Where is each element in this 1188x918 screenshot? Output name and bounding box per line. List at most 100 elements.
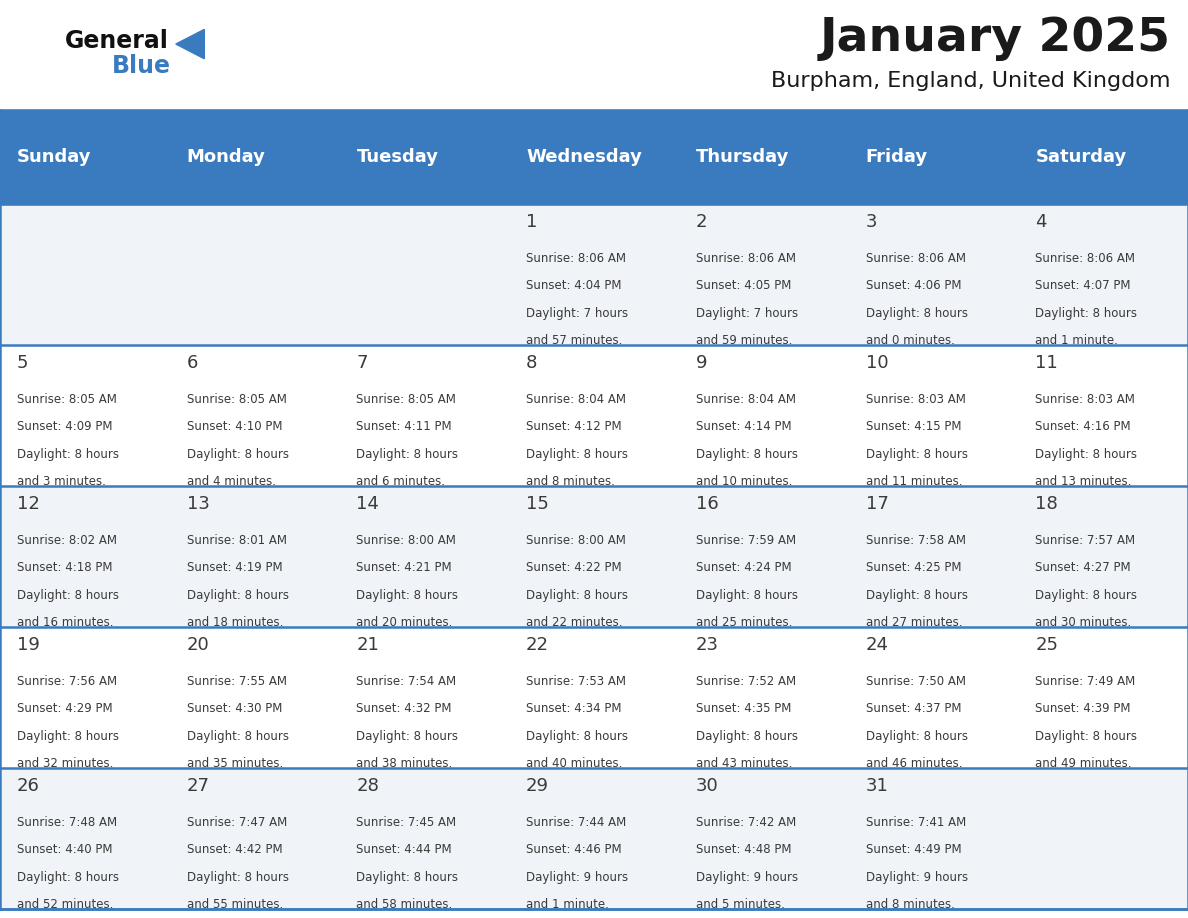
- Text: 11: 11: [1035, 354, 1059, 372]
- Text: and 58 minutes.: and 58 minutes.: [356, 898, 453, 912]
- Text: Sunset: 4:07 PM: Sunset: 4:07 PM: [1035, 279, 1131, 293]
- Text: Sunset: 4:19 PM: Sunset: 4:19 PM: [187, 561, 283, 575]
- Text: Sunrise: 7:41 AM: Sunrise: 7:41 AM: [866, 815, 966, 829]
- Text: General: General: [65, 29, 169, 53]
- Text: Daylight: 8 hours: Daylight: 8 hours: [356, 870, 459, 884]
- Text: Daylight: 8 hours: Daylight: 8 hours: [356, 448, 459, 461]
- Text: 15: 15: [526, 495, 549, 513]
- Text: Thursday: Thursday: [696, 148, 789, 166]
- Text: and 55 minutes.: and 55 minutes.: [187, 898, 283, 912]
- Text: Sunset: 4:29 PM: Sunset: 4:29 PM: [17, 702, 113, 715]
- Text: Sunrise: 7:56 AM: Sunrise: 7:56 AM: [17, 675, 118, 688]
- Bar: [0, 767, 1188, 909]
- Text: Daylight: 8 hours: Daylight: 8 hours: [526, 588, 628, 602]
- Text: 26: 26: [17, 777, 40, 795]
- Text: Wednesday: Wednesday: [526, 148, 642, 166]
- Text: Daylight: 7 hours: Daylight: 7 hours: [696, 307, 798, 320]
- Text: Daylight: 8 hours: Daylight: 8 hours: [187, 588, 289, 602]
- Text: Daylight: 8 hours: Daylight: 8 hours: [1035, 730, 1137, 743]
- Text: Sunset: 4:24 PM: Sunset: 4:24 PM: [696, 561, 791, 575]
- Text: Daylight: 9 hours: Daylight: 9 hours: [866, 870, 968, 884]
- Text: Sunrise: 7:57 AM: Sunrise: 7:57 AM: [1035, 533, 1136, 547]
- Text: Sunrise: 8:06 AM: Sunrise: 8:06 AM: [866, 252, 966, 265]
- Text: Burpham, England, United Kingdom: Burpham, England, United Kingdom: [771, 71, 1170, 91]
- Text: Daylight: 8 hours: Daylight: 8 hours: [866, 730, 967, 743]
- Text: 14: 14: [356, 495, 379, 513]
- Text: Daylight: 8 hours: Daylight: 8 hours: [17, 730, 119, 743]
- Text: Daylight: 8 hours: Daylight: 8 hours: [526, 730, 628, 743]
- Text: and 57 minutes.: and 57 minutes.: [526, 334, 623, 348]
- Text: Daylight: 8 hours: Daylight: 8 hours: [1035, 448, 1137, 461]
- Text: 25: 25: [1035, 636, 1059, 655]
- Text: Daylight: 8 hours: Daylight: 8 hours: [866, 588, 967, 602]
- Text: Sunset: 4:12 PM: Sunset: 4:12 PM: [526, 420, 621, 433]
- Text: Sunrise: 8:00 AM: Sunrise: 8:00 AM: [356, 533, 456, 547]
- Text: and 22 minutes.: and 22 minutes.: [526, 616, 623, 630]
- Text: 31: 31: [866, 777, 889, 795]
- Text: Daylight: 8 hours: Daylight: 8 hours: [17, 870, 119, 884]
- Text: and 35 minutes.: and 35 minutes.: [187, 757, 283, 770]
- Text: and 10 minutes.: and 10 minutes.: [696, 476, 792, 488]
- Text: and 46 minutes.: and 46 minutes.: [866, 757, 962, 770]
- Text: Sunset: 4:48 PM: Sunset: 4:48 PM: [696, 843, 791, 856]
- Text: and 8 minutes.: and 8 minutes.: [866, 898, 954, 912]
- Text: Sunset: 4:30 PM: Sunset: 4:30 PM: [187, 702, 282, 715]
- Text: Sunset: 4:37 PM: Sunset: 4:37 PM: [866, 702, 961, 715]
- Text: and 20 minutes.: and 20 minutes.: [356, 616, 453, 630]
- Text: Sunrise: 8:05 AM: Sunrise: 8:05 AM: [17, 393, 116, 406]
- Text: Sunrise: 8:04 AM: Sunrise: 8:04 AM: [696, 393, 796, 406]
- Text: and 18 minutes.: and 18 minutes.: [187, 616, 283, 630]
- Text: 30: 30: [696, 777, 719, 795]
- Text: 10: 10: [866, 354, 889, 372]
- Text: 24: 24: [866, 636, 889, 655]
- Text: Sunrise: 8:03 AM: Sunrise: 8:03 AM: [1035, 393, 1135, 406]
- Text: and 1 minute.: and 1 minute.: [1035, 334, 1118, 348]
- Text: Sunset: 4:14 PM: Sunset: 4:14 PM: [696, 420, 791, 433]
- Bar: [0, 345, 1188, 486]
- Text: Sunrise: 7:47 AM: Sunrise: 7:47 AM: [187, 815, 287, 829]
- Text: Sunset: 4:49 PM: Sunset: 4:49 PM: [866, 843, 961, 856]
- Text: Daylight: 8 hours: Daylight: 8 hours: [356, 730, 459, 743]
- Text: Sunrise: 8:05 AM: Sunrise: 8:05 AM: [187, 393, 286, 406]
- Text: and 11 minutes.: and 11 minutes.: [866, 476, 962, 488]
- Text: Daylight: 8 hours: Daylight: 8 hours: [356, 588, 459, 602]
- Text: 1: 1: [526, 213, 537, 231]
- Text: Sunset: 4:06 PM: Sunset: 4:06 PM: [866, 279, 961, 293]
- Text: Sunrise: 7:45 AM: Sunrise: 7:45 AM: [356, 815, 456, 829]
- Text: Sunrise: 7:53 AM: Sunrise: 7:53 AM: [526, 675, 626, 688]
- Text: Sunset: 4:39 PM: Sunset: 4:39 PM: [1035, 702, 1131, 715]
- Text: and 8 minutes.: and 8 minutes.: [526, 476, 615, 488]
- Text: and 3 minutes.: and 3 minutes.: [17, 476, 106, 488]
- Text: 20: 20: [187, 636, 209, 655]
- Text: Sunset: 4:40 PM: Sunset: 4:40 PM: [17, 843, 113, 856]
- Text: Sunset: 4:18 PM: Sunset: 4:18 PM: [17, 561, 113, 575]
- Text: and 6 minutes.: and 6 minutes.: [356, 476, 446, 488]
- Text: Sunrise: 7:58 AM: Sunrise: 7:58 AM: [866, 533, 966, 547]
- Text: Sunrise: 8:06 AM: Sunrise: 8:06 AM: [526, 252, 626, 265]
- Text: Daylight: 8 hours: Daylight: 8 hours: [17, 448, 119, 461]
- Text: Daylight: 8 hours: Daylight: 8 hours: [187, 448, 289, 461]
- Text: Sunset: 4:15 PM: Sunset: 4:15 PM: [866, 420, 961, 433]
- Text: January 2025: January 2025: [820, 16, 1170, 62]
- Text: and 43 minutes.: and 43 minutes.: [696, 757, 792, 770]
- Text: Daylight: 7 hours: Daylight: 7 hours: [526, 307, 628, 320]
- Text: Daylight: 8 hours: Daylight: 8 hours: [1035, 588, 1137, 602]
- Text: Sunset: 4:44 PM: Sunset: 4:44 PM: [356, 843, 451, 856]
- Text: Friday: Friday: [866, 148, 928, 166]
- Text: and 4 minutes.: and 4 minutes.: [187, 476, 276, 488]
- Text: 22: 22: [526, 636, 549, 655]
- Text: 18: 18: [1035, 495, 1059, 513]
- Text: 29: 29: [526, 777, 549, 795]
- Text: 8: 8: [526, 354, 537, 372]
- Text: Sunrise: 8:05 AM: Sunrise: 8:05 AM: [356, 393, 456, 406]
- Text: Daylight: 8 hours: Daylight: 8 hours: [866, 448, 967, 461]
- Text: Sunset: 4:09 PM: Sunset: 4:09 PM: [17, 420, 113, 433]
- Polygon shape: [176, 29, 204, 59]
- Text: Sunrise: 8:00 AM: Sunrise: 8:00 AM: [526, 533, 626, 547]
- Text: Sunrise: 8:02 AM: Sunrise: 8:02 AM: [17, 533, 116, 547]
- Text: Daylight: 8 hours: Daylight: 8 hours: [696, 448, 798, 461]
- Text: Sunset: 4:35 PM: Sunset: 4:35 PM: [696, 702, 791, 715]
- Text: 13: 13: [187, 495, 209, 513]
- Text: Sunset: 4:11 PM: Sunset: 4:11 PM: [356, 420, 451, 433]
- Bar: [0, 627, 1188, 767]
